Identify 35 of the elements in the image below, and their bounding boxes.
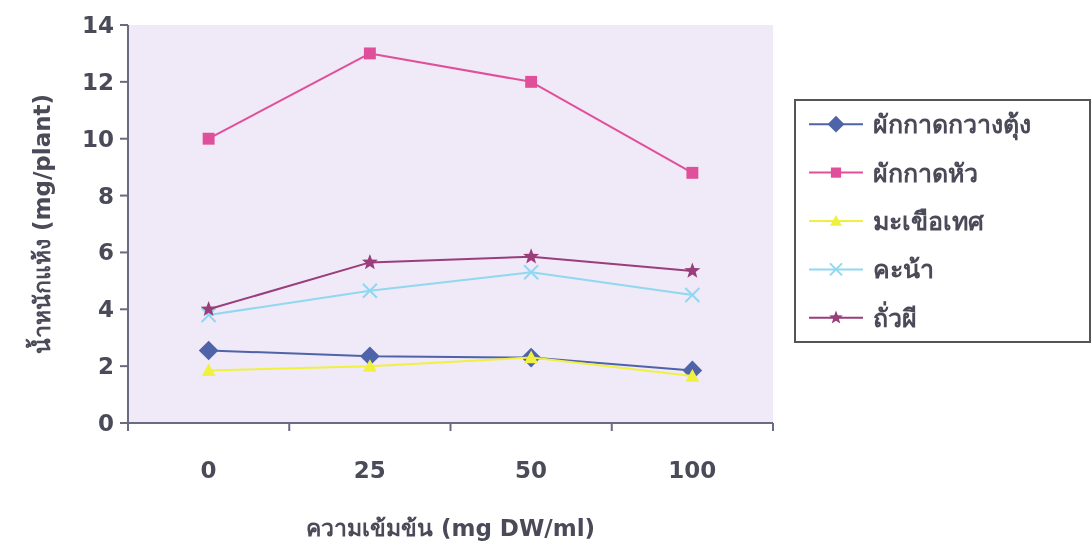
point (523, 248, 540, 264)
legend-label: ถั่วผี (873, 300, 917, 333)
y-tick-label: 12 (81, 68, 114, 95)
point (523, 264, 540, 281)
y-tick-label: 6 (97, 239, 114, 266)
x-tick-label: 100 (668, 457, 717, 483)
x-tick-label: 25 (353, 457, 386, 483)
point (684, 262, 701, 278)
y-tick-label: 0 (97, 410, 114, 436)
point (363, 47, 376, 60)
y-tick-label: 4 (97, 296, 114, 323)
point (525, 75, 538, 88)
point (361, 253, 378, 270)
point (198, 340, 219, 361)
point (362, 359, 377, 372)
point (361, 282, 378, 299)
x-tick-label: 0 (200, 457, 217, 483)
y-tick-label: 10 (81, 125, 114, 152)
legend-label: คะน้า (873, 255, 934, 285)
legend-label: ผักกาดหัว (873, 158, 978, 188)
point (201, 363, 216, 377)
x-axis-title: ความเข้มข้น (mg DW/ml) (305, 515, 596, 541)
point (684, 287, 701, 304)
y-axis-title: น้ำหนักแห้ง (mg/plant) (25, 93, 55, 355)
point (686, 166, 699, 179)
point (200, 300, 217, 317)
x-tick-label: 50 (515, 457, 548, 483)
y-tick-label: 14 (81, 12, 114, 38)
point (202, 132, 215, 145)
point (200, 306, 217, 323)
y-tick-label: 2 (97, 353, 114, 380)
legend-label: มะเขือเทศ (873, 207, 985, 236)
y-tick-label: 8 (97, 182, 114, 209)
legend-label: ผักกาดกวางตุ้ง (873, 110, 1031, 142)
point (360, 346, 380, 366)
